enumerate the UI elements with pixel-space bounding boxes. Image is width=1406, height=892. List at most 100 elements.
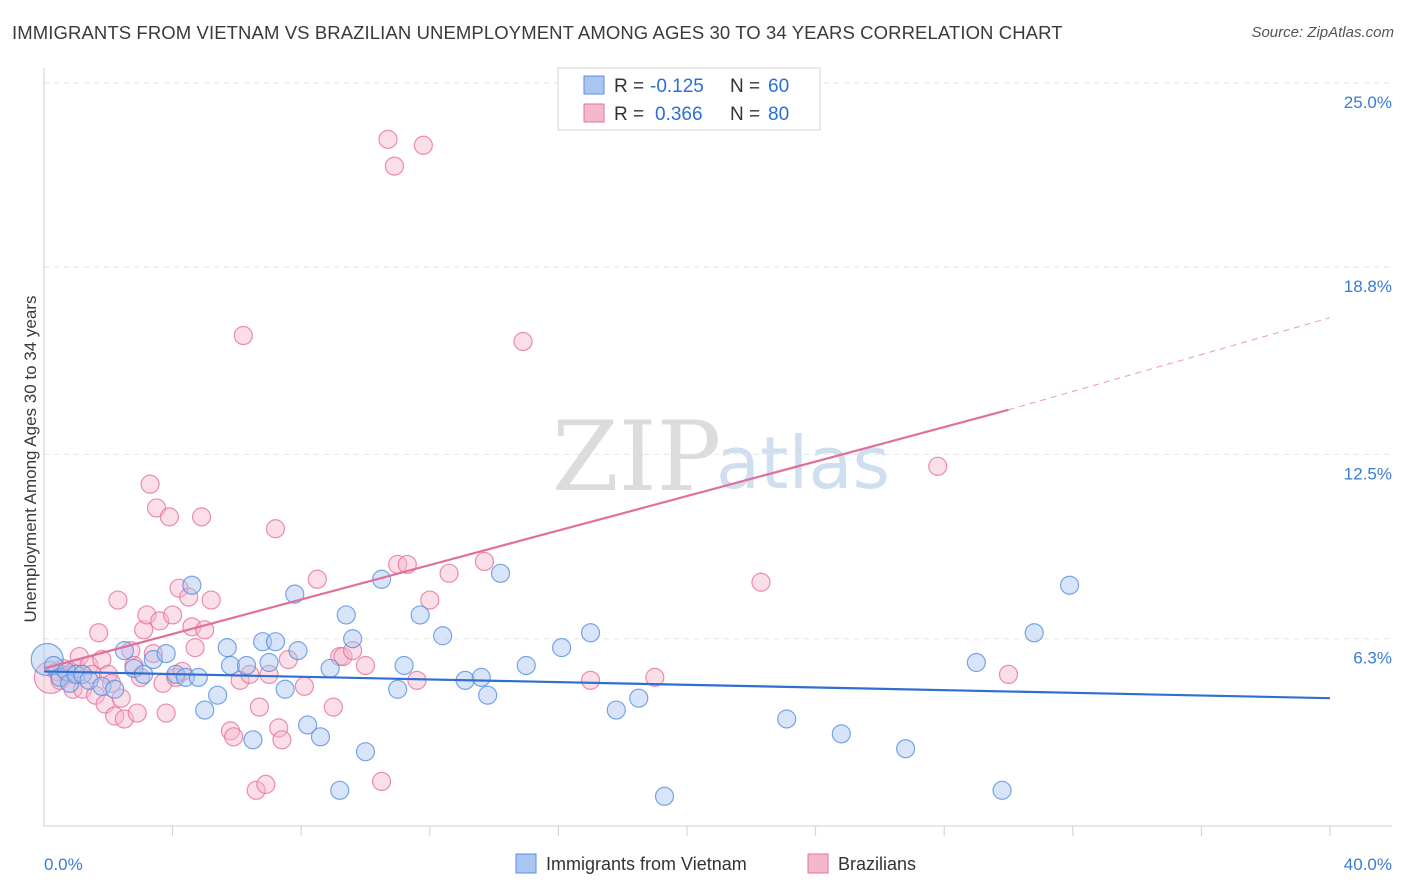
trend-line-brazilians bbox=[43, 408, 1009, 670]
legend-swatch-vietnam bbox=[583, 75, 605, 95]
brazilians-point bbox=[355, 655, 376, 676]
vietnam-point bbox=[433, 626, 453, 646]
legend-r-label-1: R = bbox=[614, 76, 644, 97]
brazilians-point bbox=[420, 590, 440, 610]
gridlines bbox=[44, 82, 1392, 640]
vietnam-point bbox=[320, 658, 340, 679]
legend-n-label-1: N = bbox=[730, 76, 760, 97]
brazilians-point bbox=[159, 507, 179, 527]
brazilians-point bbox=[246, 780, 266, 800]
brazilians-point bbox=[384, 156, 405, 176]
brazilians-point bbox=[233, 325, 253, 346]
legend-r-label-2: R = bbox=[614, 104, 644, 125]
axes bbox=[43, 68, 1392, 827]
vietnam-point bbox=[182, 575, 202, 595]
brazilians-point bbox=[179, 587, 199, 607]
x-tick-label-min: 0.0% bbox=[44, 855, 83, 874]
brazilians-point bbox=[333, 646, 353, 667]
brazilians-point bbox=[272, 730, 292, 750]
brazilians-point bbox=[201, 590, 221, 610]
series-vietnam-points bbox=[30, 563, 1080, 806]
vietnam-point bbox=[394, 655, 414, 676]
legend-n-value-2: 80 bbox=[768, 104, 789, 125]
vietnam-point bbox=[220, 655, 241, 676]
vietnam-point bbox=[343, 629, 363, 649]
legend-r-value-1: -0.125 bbox=[650, 76, 704, 97]
brazilians-point bbox=[127, 703, 147, 723]
brazilians-point bbox=[185, 638, 205, 658]
vietnam-point bbox=[388, 679, 408, 699]
vietnam-point bbox=[552, 638, 572, 658]
vietnam-point bbox=[259, 652, 279, 673]
vietnam-point bbox=[288, 641, 308, 661]
watermark-zip: ZIP bbox=[552, 401, 721, 513]
y-tick-label: 18.8% bbox=[1344, 277, 1392, 296]
vietnam-point bbox=[265, 632, 286, 652]
brazilians-point bbox=[63, 679, 83, 699]
brazilians-point bbox=[220, 721, 241, 741]
chart-title: IMMIGRANTS FROM VIETNAM VS BRAZILIAN UNE… bbox=[12, 22, 1063, 43]
vietnam-point bbox=[310, 727, 331, 747]
vietnam-point bbox=[478, 685, 498, 705]
vietnam-point bbox=[336, 605, 356, 625]
brazilians-point bbox=[156, 703, 176, 723]
trend-line-brazilians-extension bbox=[1008, 317, 1331, 411]
vietnam-point bbox=[355, 742, 376, 762]
bottom-legend: Immigrants from Vietnam Brazilians bbox=[515, 853, 916, 874]
y-tick-label: 25.0% bbox=[1344, 93, 1392, 112]
vietnam-point bbox=[410, 605, 430, 625]
brazilians-point bbox=[323, 697, 343, 717]
source-label: Source: ZipAtlas.com bbox=[1251, 24, 1394, 41]
brazilians-point bbox=[256, 774, 276, 794]
brazilians-point bbox=[378, 129, 398, 149]
brazilians-point bbox=[580, 670, 601, 690]
trend-line-vietnam bbox=[43, 670, 1331, 700]
vietnam-point bbox=[992, 780, 1012, 800]
x-tick-label-max: 40.0% bbox=[1344, 855, 1392, 874]
x-ticks bbox=[172, 826, 1331, 836]
brazilians-point bbox=[249, 697, 270, 717]
legend-n-value-1: 60 bbox=[768, 76, 789, 97]
brazilians-point bbox=[89, 623, 109, 643]
vietnam-point bbox=[156, 643, 176, 664]
y-tick-labels: 6.3% 12.5% 18.8% 25.0% bbox=[1344, 93, 1392, 668]
bottom-legend-swatch-vietnam bbox=[515, 853, 537, 874]
brazilians-point bbox=[140, 474, 160, 494]
brazilians-point bbox=[294, 676, 315, 696]
brazilians-point bbox=[371, 771, 392, 792]
vietnam-point bbox=[516, 655, 536, 676]
vietnam-point bbox=[208, 685, 228, 705]
trend-lines bbox=[43, 317, 1331, 700]
legend-n-label-2: N = bbox=[730, 104, 760, 125]
brazilians-point bbox=[413, 135, 433, 155]
vietnam-point bbox=[195, 700, 215, 720]
vietnam-point bbox=[330, 780, 350, 800]
vietnam-point bbox=[298, 715, 318, 735]
legend-swatch-brazilians bbox=[583, 103, 605, 123]
brazilians-point bbox=[998, 664, 1019, 685]
vietnam-point bbox=[831, 724, 851, 744]
brazilians-point bbox=[195, 620, 215, 640]
brazilians-point bbox=[108, 590, 128, 610]
vietnam-point bbox=[275, 679, 295, 699]
vietnam-point bbox=[777, 709, 797, 729]
vietnam-point bbox=[629, 688, 649, 708]
brazilians-point bbox=[191, 507, 212, 527]
vietnam-point bbox=[490, 563, 511, 583]
brazilians-point bbox=[751, 572, 771, 592]
brazilians-point bbox=[224, 727, 244, 747]
bottom-legend-label-vietnam: Immigrants from Vietnam bbox=[546, 854, 747, 874]
vietnam-point bbox=[471, 667, 491, 687]
vietnam-point bbox=[285, 584, 305, 604]
legend-r-value-2: 0.366 bbox=[655, 104, 703, 125]
brazilians-point bbox=[928, 456, 948, 476]
brazilians-point bbox=[439, 563, 459, 583]
vietnam-point bbox=[1059, 575, 1080, 595]
vietnam-point bbox=[236, 655, 257, 676]
y-tick-label: 12.5% bbox=[1344, 464, 1392, 483]
legend-box: R = -0.125 N = 60 R = 0.366 N = 80 bbox=[557, 67, 821, 131]
watermark-atlas: atlas bbox=[716, 421, 890, 505]
vietnam-point bbox=[654, 786, 675, 806]
vietnam-point bbox=[966, 652, 986, 673]
